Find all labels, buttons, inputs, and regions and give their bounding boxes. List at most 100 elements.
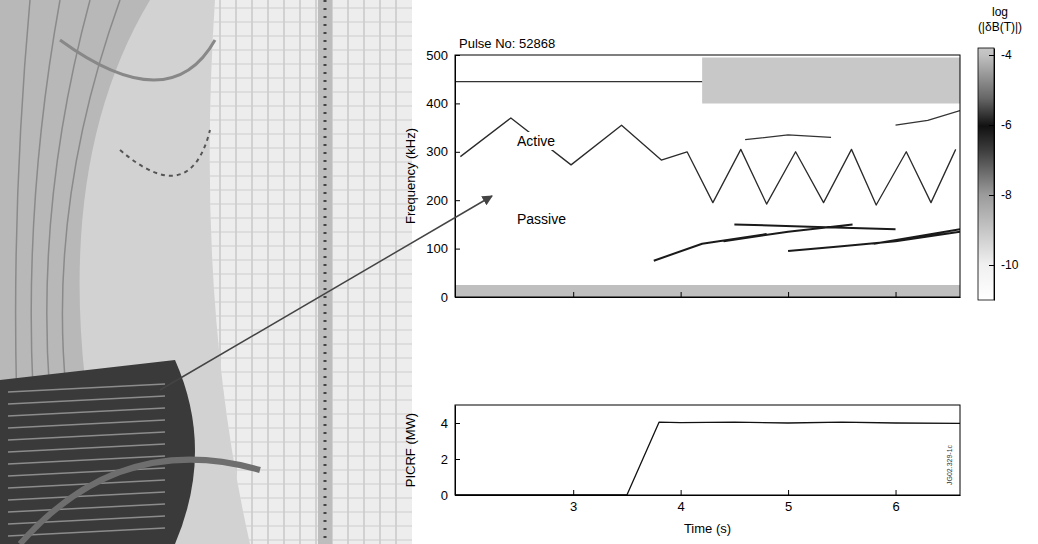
y-axis-tick-mark — [455, 200, 460, 201]
y-axis-line — [455, 56, 456, 298]
x-axis-tick-label: 4 — [678, 499, 685, 514]
photo-tile-line — [200, 190, 412, 191]
photo-floor-arc — [20, 460, 260, 544]
photo-tile-line — [200, 470, 412, 471]
y-axis-tick: 400 — [426, 96, 460, 111]
photo-tile-line — [200, 316, 412, 317]
label-patch — [515, 210, 568, 228]
photo-tile-line — [200, 162, 412, 163]
y-axis-tick-label: 100 — [426, 241, 448, 256]
y-axis-tick: 200 — [426, 193, 460, 208]
y-axis-tick: 500 — [426, 48, 460, 63]
y-axis-title: PICRF (MW) — [403, 413, 418, 487]
photo-tile-line — [300, 0, 301, 544]
plot-marks — [455, 422, 960, 495]
photo-antenna — [0, 360, 195, 544]
x-axis-title: Time (s) — [684, 521, 731, 536]
photo-limiter — [0, 0, 150, 400]
y-axis-tick-label: 2 — [441, 452, 448, 467]
colorbar-axis-tick: -6 — [989, 118, 1012, 132]
y-axis-tick-mark — [455, 459, 460, 460]
x-axis-tick-mark — [681, 292, 682, 297]
series-label: Passive — [517, 211, 566, 227]
y-axis-tick-label: 0 — [441, 488, 448, 503]
x-axis-tick: 6 — [892, 490, 899, 514]
photo-tile-line — [348, 0, 349, 544]
photo-tile-line — [200, 512, 412, 513]
photo-tile-line — [200, 232, 412, 233]
x-axis-tick-mark — [896, 490, 897, 495]
y-axis-title: Frequency (kHz) — [403, 128, 418, 224]
photo-tile-line — [200, 78, 412, 79]
x-axis — [456, 292, 961, 298]
x-axis-tick-label: 3 — [570, 499, 577, 514]
photo-tile-line — [200, 92, 412, 93]
plot-marks — [455, 57, 960, 297]
y-axis-tick: 4 — [441, 416, 460, 431]
plot-background — [455, 405, 960, 495]
colorbar-axis-tick-label: -8 — [1001, 188, 1012, 202]
x-axis-tick — [573, 292, 574, 297]
y-axis-tick-label: 500 — [426, 48, 448, 63]
trace-line — [896, 111, 960, 126]
vessel-photo — [0, 0, 412, 544]
photo-tile-line — [200, 148, 412, 149]
photo-tile-line — [200, 526, 412, 527]
photo-post-dots — [324, 0, 327, 544]
photo-antenna-strap — [8, 468, 165, 476]
figure: ActivePassive0100200300400500Pulse No: 5… — [0, 0, 1038, 544]
photo-tile-line — [200, 22, 412, 23]
photo-tile-line — [268, 0, 269, 544]
y-axis-tick-mark — [455, 249, 460, 250]
photo-antenna-strap — [8, 432, 165, 440]
photo-antenna-strap — [8, 504, 165, 512]
y-axis-tick: 0 — [441, 488, 460, 503]
photo-tile-line — [200, 218, 412, 219]
colorbar-axis-tick-mark — [989, 265, 994, 266]
photo-antenna-strap — [8, 384, 165, 392]
y-axis-tick-label: 0 — [441, 290, 448, 305]
photo-arc — [60, 40, 215, 80]
colorbar-axis-tick-label: -10 — [1001, 258, 1019, 272]
x-axis-tick-mark — [681, 490, 682, 495]
colorbar-axis-tick: -10 — [989, 258, 1019, 272]
y-axis: 0100200300400500 — [426, 48, 460, 305]
x-axis: 3 4 5 6 — [456, 490, 961, 514]
x-axis-line — [456, 297, 961, 298]
y-axis-tick-label: 200 — [426, 193, 448, 208]
photo-tile-line — [200, 134, 412, 135]
photo-tile-line — [200, 8, 412, 9]
photo-tile-line — [200, 386, 412, 387]
x-axis-tick — [681, 292, 682, 297]
photo-antenna-strap — [8, 444, 165, 452]
photo-tile-line — [200, 428, 412, 429]
x-axis-line — [456, 495, 961, 496]
photo-tile-line — [200, 50, 412, 51]
photo-tile-line — [200, 442, 412, 443]
photo-ground — [0, 0, 412, 544]
colorbar-axis-tick-label: -4 — [1001, 48, 1012, 62]
photo-antenna-strap — [8, 420, 165, 428]
pointer-arrow — [160, 196, 492, 390]
y-axis-tick-mark — [455, 423, 460, 424]
chart-title: Pulse No: 52868 — [459, 36, 555, 51]
photo-antenna-strap — [8, 516, 165, 524]
x-axis-tick: 4 — [678, 490, 685, 514]
photo-tile-line — [200, 358, 412, 359]
photo-tile-line — [316, 0, 317, 544]
photo-tile-line — [200, 288, 412, 289]
photo-tile-line — [200, 176, 412, 177]
photo-tile-line — [364, 0, 365, 544]
x-axis-tick-label: 5 — [785, 499, 792, 514]
y-axis-tick: 0 — [441, 290, 460, 305]
trace-line — [455, 81, 702, 82]
x-axis-tick-mark — [788, 490, 789, 495]
y-axis-tick: 100 — [426, 241, 460, 256]
colorbar-title: log(|δB(T)|) — [978, 5, 1022, 34]
x-axis-tick-mark — [573, 292, 574, 297]
chart-panel: 3456024PICRF (MW)Time (s)JG02.329-1c — [403, 405, 961, 536]
y-axis-tick-mark — [455, 103, 460, 104]
plot-frame — [455, 55, 960, 297]
chart-panel: ActivePassive0100200300400500Pulse No: 5… — [403, 36, 961, 305]
trace-line — [745, 135, 831, 140]
